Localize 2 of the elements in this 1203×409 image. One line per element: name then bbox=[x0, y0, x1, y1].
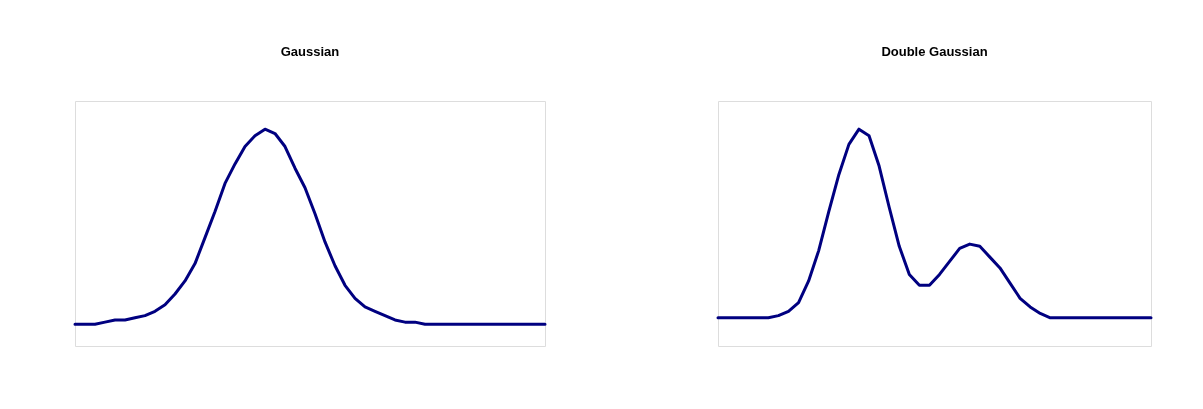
chart-title: Gaussian bbox=[280, 44, 340, 59]
chart-title: Double Gaussian bbox=[881, 44, 988, 59]
